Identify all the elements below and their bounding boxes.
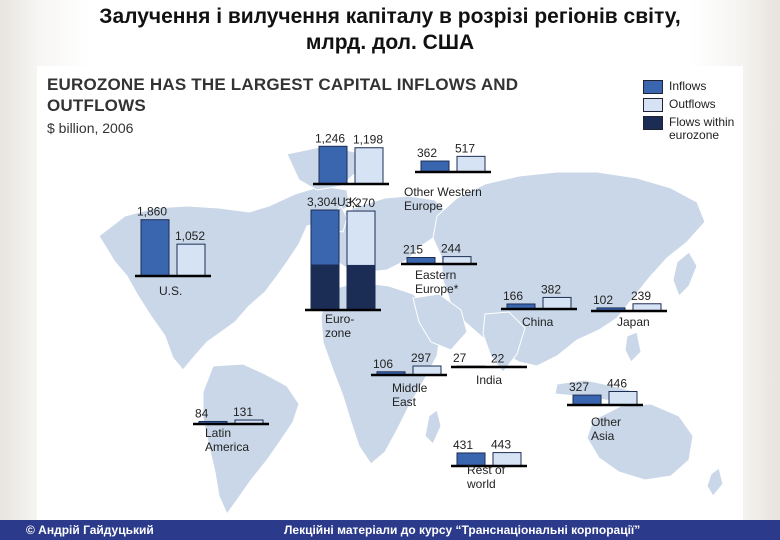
legend-label-flows-within: Flows within eurozone	[669, 115, 735, 142]
value-eastern-europe-inflows: 215	[403, 242, 423, 256]
map-japan	[672, 251, 698, 297]
region-label-india-line-1: India	[476, 373, 502, 387]
value-eastern-europe-outflows: 244	[441, 242, 461, 256]
value-india-inflows: 27	[453, 351, 467, 365]
value-u-k-outflows: 1,198	[353, 133, 383, 147]
region-label-latin-america-line-1: Latin	[205, 426, 231, 440]
bar-eurozone-inflows	[310, 209, 340, 266]
region-label-eastern-europe-line-2: Europe*	[415, 282, 459, 296]
value-middle-east-outflows: 297	[411, 351, 431, 365]
region-label-u-k-line-1: U.K.	[337, 195, 360, 209]
region-label-u-s-line-1: U.S.	[159, 284, 182, 298]
legend-swatch-inflows	[643, 80, 663, 94]
slide-title: Залучення і вилучення капіталу в розрізі…	[0, 4, 780, 56]
legend-label-outflows: Outflows	[669, 97, 716, 111]
bar-middle-east-outflows	[412, 365, 442, 376]
region-label-latin-america-line-2: America	[205, 440, 249, 454]
map-madagascar	[424, 409, 442, 445]
bar-other-western-europe-outflows	[456, 155, 486, 173]
region-label-japan-line-1: Japan	[617, 315, 650, 329]
bar-u-k-inflows	[318, 145, 348, 185]
chart-title: EUROZONE HAS THE LARGEST CAPITAL INFLOWS…	[47, 74, 518, 116]
region-label-china-line-1: China	[522, 315, 554, 329]
bar-other-asia-outflows	[608, 391, 638, 406]
value-latin-america-outflows: 131	[233, 405, 253, 419]
chart-subtitle: $ billion, 2006	[47, 120, 134, 136]
region-label-other-asia-line-1: Other	[591, 415, 621, 429]
slide-title-line-1: Залучення і вилучення капіталу в розрізі…	[99, 5, 681, 28]
map-new-zealand	[706, 467, 724, 497]
value-china-outflows: 382	[541, 282, 561, 296]
slide-title-line-2: млрд. дол. США	[305, 31, 475, 54]
bar-eurozone-outflows-within	[346, 264, 376, 311]
bar-other-western-europe-inflows	[420, 160, 450, 173]
region-label-eurozone-line-1: Euro-	[325, 312, 354, 326]
map-philippines	[624, 331, 642, 363]
bar-china-outflows	[542, 296, 572, 310]
region-label-rest-of-world-line-2: world	[466, 477, 496, 491]
value-rest-of-world-inflows: 431	[453, 438, 473, 452]
region-label-eastern-europe-line-1: Eastern	[415, 268, 456, 282]
legend-label-inflows: Inflows	[669, 79, 707, 93]
chart-title-line-2: OUTFLOWS	[47, 96, 146, 115]
bar-eurozone-inflows-within	[310, 264, 340, 311]
legend-swatch-flows-within	[643, 116, 663, 130]
map-australia	[586, 403, 694, 481]
bars-layer	[135, 145, 667, 468]
value-other-western-europe-outflows: 517	[455, 141, 475, 155]
map-south-america	[202, 363, 300, 516]
map-arabia	[412, 293, 468, 351]
value-other-asia-outflows: 446	[607, 377, 627, 391]
value-other-asia-inflows: 327	[569, 380, 589, 394]
value-u-s-inflows: 1,860	[137, 205, 167, 219]
value-japan-outflows: 239	[631, 289, 651, 303]
footer-bar: © Андрій Гайдуцький Лекційні матеріали д…	[0, 520, 780, 540]
region-label-middle-east-line-2: East	[392, 395, 417, 409]
value-u-k-inflows: 1,246	[315, 131, 345, 145]
region-label-other-asia-line-2: Asia	[591, 429, 615, 443]
value-rest-of-world-outflows: 443	[491, 438, 511, 452]
bar-u-s-inflows	[140, 219, 170, 277]
map-asia	[432, 171, 706, 367]
value-eurozone-inflows: 3,304	[307, 195, 337, 209]
region-label-rest-of-world-line-1: Rest of	[467, 463, 506, 477]
bar-u-k-outflows	[354, 147, 384, 185]
bar-other-asia-inflows	[572, 394, 602, 406]
footer-course: Лекційні матеріали до курсу “Транснаціон…	[284, 523, 641, 537]
region-label-other-western-europe-line-2: Europe	[404, 199, 443, 213]
chart-title-line-1: EUROZONE HAS THE LARGEST CAPITAL INFLOWS…	[47, 75, 519, 94]
bar-eurozone-outflows	[346, 210, 376, 266]
bar-u-s-outflows	[176, 243, 206, 277]
value-china-inflows: 166	[503, 289, 523, 303]
value-japan-inflows: 102	[593, 293, 613, 307]
region-label-other-western-europe-line-1: Other Western	[404, 185, 482, 199]
region-label-eurozone-line-2: zone	[325, 326, 351, 340]
region-label-middle-east-line-1: Middle	[392, 381, 428, 395]
value-eurozone-outflows: 3,270	[345, 196, 375, 210]
legend-swatch-outflows	[643, 98, 663, 112]
map-india	[482, 311, 526, 373]
value-india-outflows: 22	[491, 351, 505, 365]
value-u-s-outflows: 1,052	[175, 229, 205, 243]
footer-author: © Андрій Гайдуцький	[26, 523, 154, 537]
value-other-western-europe-inflows: 362	[417, 146, 437, 160]
chart-panel: 1,246 1,198 U.K. 362 517 Other Western Europe 1…	[37, 66, 743, 524]
value-latin-america-inflows: 84	[195, 406, 209, 420]
value-middle-east-inflows: 106	[373, 357, 393, 371]
